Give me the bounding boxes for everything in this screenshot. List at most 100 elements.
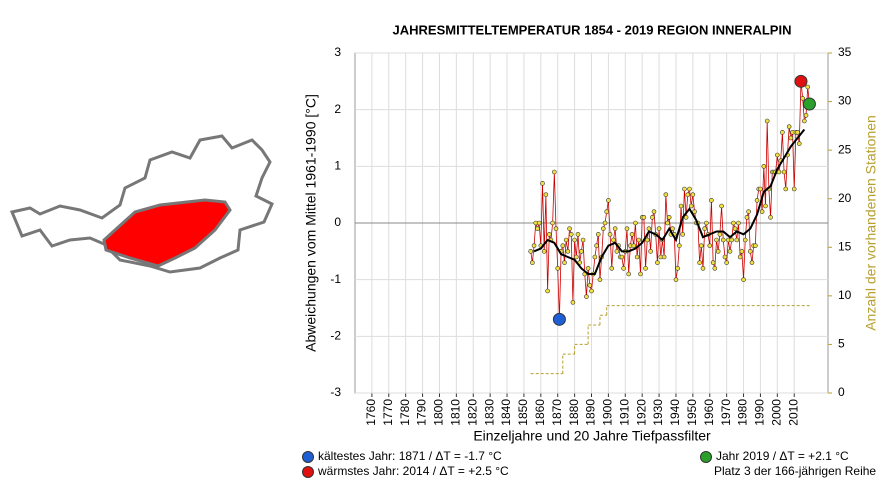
year-marker xyxy=(619,254,625,260)
year-marker xyxy=(736,220,741,226)
year-marker xyxy=(562,260,567,265)
y2-tick-label: 35 xyxy=(838,45,852,59)
year-marker xyxy=(722,254,728,260)
x-tick-label: 1860 xyxy=(533,399,547,426)
year-marker xyxy=(589,288,594,294)
y-tick-label: 2 xyxy=(334,102,341,116)
highlight-dot xyxy=(794,74,808,88)
year-marker xyxy=(692,209,697,214)
year-marker xyxy=(717,232,723,237)
y-axis-label: Abweichungen vom Mittel 1961-1990 [°C] xyxy=(303,94,319,352)
x-tick-label: 1770 xyxy=(381,399,395,426)
year-marker xyxy=(800,96,805,101)
year-marker xyxy=(719,203,724,209)
year-marker xyxy=(704,220,709,226)
year-marker xyxy=(550,220,555,226)
x-tick-label: 1960 xyxy=(702,399,716,426)
year-marker xyxy=(680,232,686,237)
x-tick-label: 1950 xyxy=(685,399,699,426)
y-tick-label: 3 xyxy=(334,45,341,59)
year-marker xyxy=(764,118,770,124)
y2-tick-label: 20 xyxy=(838,191,852,205)
year-marker xyxy=(560,243,566,248)
legend-dot xyxy=(302,466,314,478)
year-marker xyxy=(796,141,802,146)
x-tick-label: 1900 xyxy=(601,399,615,426)
year-marker xyxy=(791,186,797,192)
x-tick-label: 1820 xyxy=(465,399,479,426)
year-marker xyxy=(585,266,591,271)
legend-dot xyxy=(302,451,314,463)
year-marker xyxy=(753,243,758,248)
x-tick-label: 1920 xyxy=(634,399,648,426)
year-marker xyxy=(805,84,811,90)
year-marker xyxy=(709,198,714,203)
year-marker xyxy=(595,232,601,237)
x-tick-label: 2000 xyxy=(769,399,783,426)
x-tick-label: 1990 xyxy=(753,399,767,426)
year-marker xyxy=(677,243,682,248)
year-marker xyxy=(536,220,542,226)
year-marker xyxy=(570,300,576,305)
year-marker xyxy=(761,164,767,169)
region-inneralpin xyxy=(102,198,232,268)
year-marker xyxy=(633,220,638,226)
y-tick-label: 1 xyxy=(334,159,341,173)
x-tick-label: 1930 xyxy=(651,399,665,426)
year-marker xyxy=(579,249,584,254)
year-marker xyxy=(742,237,748,243)
year-marker xyxy=(655,260,660,265)
year-marker xyxy=(555,266,561,271)
austria-map xyxy=(9,134,274,274)
year-marker xyxy=(802,118,807,124)
year-marker xyxy=(648,249,653,254)
year-marker xyxy=(614,249,620,254)
year-marker xyxy=(712,266,718,271)
year-marker xyxy=(631,243,637,248)
series-line xyxy=(530,81,810,320)
year-marker xyxy=(683,215,689,220)
year-marker xyxy=(541,249,547,254)
year-marker xyxy=(592,254,598,260)
year-marker xyxy=(780,130,785,135)
year-marker xyxy=(732,226,738,231)
year-marker xyxy=(678,203,684,209)
year-marker xyxy=(729,237,735,243)
year-marker xyxy=(714,237,719,243)
year-marker xyxy=(553,226,559,231)
year-marker xyxy=(786,124,792,129)
year-marker xyxy=(641,215,647,220)
x-tick-label: 1780 xyxy=(398,399,412,426)
year-marker xyxy=(543,192,549,197)
highlight-dot xyxy=(802,97,816,111)
year-marker xyxy=(788,135,794,141)
y2-axis-label: Anzahl der vorhandenen Stationen xyxy=(863,115,879,331)
year-marker xyxy=(572,237,577,243)
year-marker xyxy=(626,271,631,277)
year-marker xyxy=(744,215,750,220)
year-marker xyxy=(670,226,675,231)
y-tick-label: -1 xyxy=(330,272,341,286)
year-marker xyxy=(731,220,736,226)
x-tick-label: 1840 xyxy=(499,399,513,426)
legend-text: wärmstes Jahr: 2014 / ΔT = +2.5 °C xyxy=(317,464,509,478)
y-tick-label: -2 xyxy=(330,329,341,343)
year-marker xyxy=(685,192,691,197)
year-marker xyxy=(758,186,763,192)
year-marker xyxy=(803,113,809,118)
year-marker xyxy=(768,215,773,220)
x-tick-label: 1880 xyxy=(567,399,581,426)
year-marker xyxy=(759,209,765,214)
year-marker xyxy=(746,209,751,214)
year-marker xyxy=(575,232,581,237)
y2-tick-label: 10 xyxy=(838,288,852,302)
year-marker xyxy=(741,277,746,282)
year-marker xyxy=(702,226,707,231)
y-tick-label: 0 xyxy=(334,215,341,229)
year-marker xyxy=(697,260,702,265)
year-marker xyxy=(604,209,610,214)
year-marker xyxy=(656,226,662,231)
year-marker xyxy=(775,152,780,158)
year-marker xyxy=(710,260,716,265)
